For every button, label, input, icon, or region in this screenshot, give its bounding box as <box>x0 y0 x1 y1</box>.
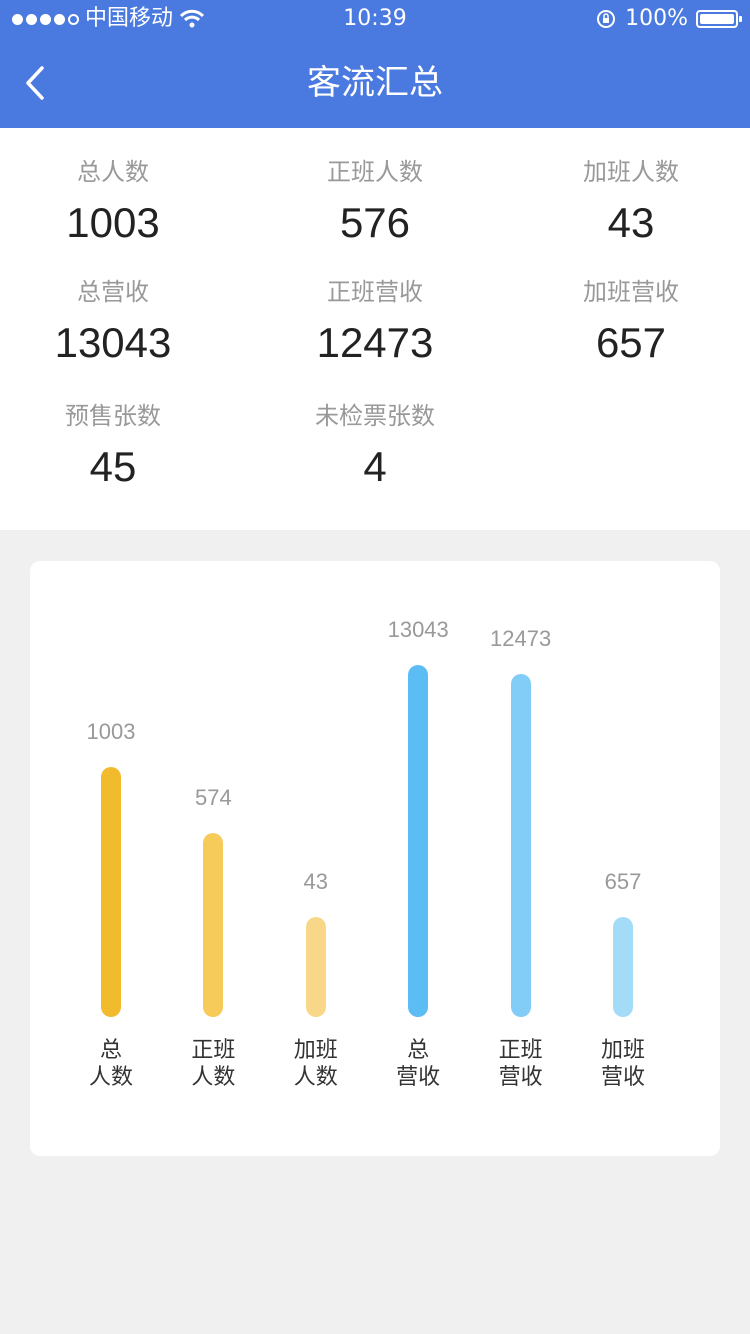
chart-bar <box>305 917 326 1017</box>
chart-value-label: 43 <box>303 869 329 894</box>
signal-dots-icon <box>12 13 79 25</box>
page-title: 客流汇总 <box>307 63 443 103</box>
stat-regular-people: 正班人数 576 <box>250 152 500 247</box>
stat-label: 加班人数 <box>583 158 679 186</box>
stat-value: 43 <box>607 199 655 246</box>
chart-category-label: 加班 人数 <box>293 1038 338 1090</box>
stat-label: 总人数 <box>77 158 149 186</box>
stat-value: 45 <box>89 443 137 490</box>
stat-value: 4 <box>363 443 387 490</box>
clock: 10:39 <box>343 6 407 31</box>
top-bar: 中国移动 10:39 100% 客流汇总 <box>0 0 750 128</box>
stat-label: 未检票张数 <box>315 402 435 430</box>
chart-value-label: 12473 <box>490 625 552 651</box>
nav-bar: 客流汇总 <box>0 38 750 128</box>
chart-category-label: 正班 人数 <box>191 1038 236 1090</box>
stat-regular-revenue: 正班营收 12473 <box>250 272 500 367</box>
stat-total-people: 总人数 1003 <box>0 152 238 247</box>
stat-value: 13043 <box>54 319 172 366</box>
stat-label: 正班营收 <box>327 278 423 306</box>
battery-icon <box>696 10 742 28</box>
carrier-label: 中国移动 <box>85 6 174 31</box>
stat-value: 657 <box>595 319 667 366</box>
chart-category-label: 加班 营收 <box>600 1038 645 1090</box>
chart-value-label: 13043 <box>387 617 449 642</box>
status-bar: 中国移动 10:39 100% <box>0 0 750 38</box>
stat-overtime-people: 加班人数 43 <box>506 152 750 247</box>
stat-label: 正班人数 <box>327 158 423 186</box>
stat-label: 总营收 <box>77 278 149 306</box>
stat-overtime-revenue: 加班营收 657 <box>506 272 750 367</box>
chart-bar <box>203 833 224 1017</box>
chart-category-label: 总人数 <box>88 1038 133 1090</box>
chart-value-label: 657 <box>604 869 642 894</box>
stat-label: 预售张数 <box>65 402 161 430</box>
battery-percent: 100% <box>625 6 688 31</box>
wifi-icon <box>179 9 205 28</box>
stat-presale-tickets: 预售张数 45 <box>0 396 238 491</box>
chart-value-label: 574 <box>195 785 232 811</box>
stat-value: 576 <box>339 199 411 246</box>
chart-value-label: 1003 <box>86 719 136 744</box>
chevron-left-icon[interactable] <box>16 58 66 108</box>
chart-bar <box>613 917 633 1017</box>
stat-unchecked-tickets: 未检票张数 4 <box>250 396 500 491</box>
bar-chart: 1003 总人数 574 正班 人数 43 加班 人数 13043 总营收 12473 正班 营收 657… <box>30 561 720 1156</box>
stat-value: 1003 <box>66 199 160 246</box>
chart-bar <box>408 665 429 1017</box>
chart-category-label: 总营收 <box>396 1038 441 1090</box>
chart-bar <box>101 767 121 1017</box>
stats-panel: 总人数 1003 正班人数 576 加班人数 43 总营收 13043 正班营收… <box>0 128 750 530</box>
chart-category-label: 正班 营收 <box>498 1038 543 1090</box>
stat-label: 加班营收 <box>583 278 679 306</box>
chart-bar <box>510 673 531 1017</box>
rotation-lock-icon <box>597 10 616 28</box>
stat-total-revenue: 总营收 13043 <box>0 272 238 367</box>
stat-value: 12473 <box>316 319 434 366</box>
